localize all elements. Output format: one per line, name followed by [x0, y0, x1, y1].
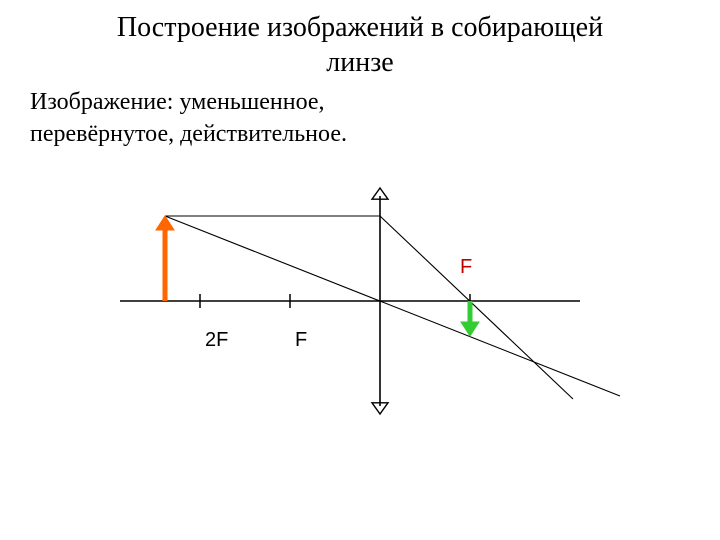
diagram-svg: 2F F F	[0, 151, 720, 491]
sub-line-2: перевёрнутое, действительное.	[30, 118, 720, 150]
page-title: Построение изображений в собирающей линз…	[0, 0, 720, 80]
sub-line-1: Изображение: уменьшенное,	[30, 86, 720, 118]
label-F-right: F	[460, 256, 472, 278]
subtitle: Изображение: уменьшенное, перевёрнутое, …	[0, 80, 720, 151]
label-2F: 2F	[205, 329, 228, 351]
ray-through-center	[165, 216, 620, 396]
title-line-2: линзе	[0, 45, 720, 80]
optics-diagram: 2F F F	[0, 151, 720, 491]
title-line-1: Построение изображений в собирающей	[0, 10, 720, 45]
label-F-left: F	[295, 329, 307, 351]
ray-parallel-then-focus	[165, 216, 573, 399]
